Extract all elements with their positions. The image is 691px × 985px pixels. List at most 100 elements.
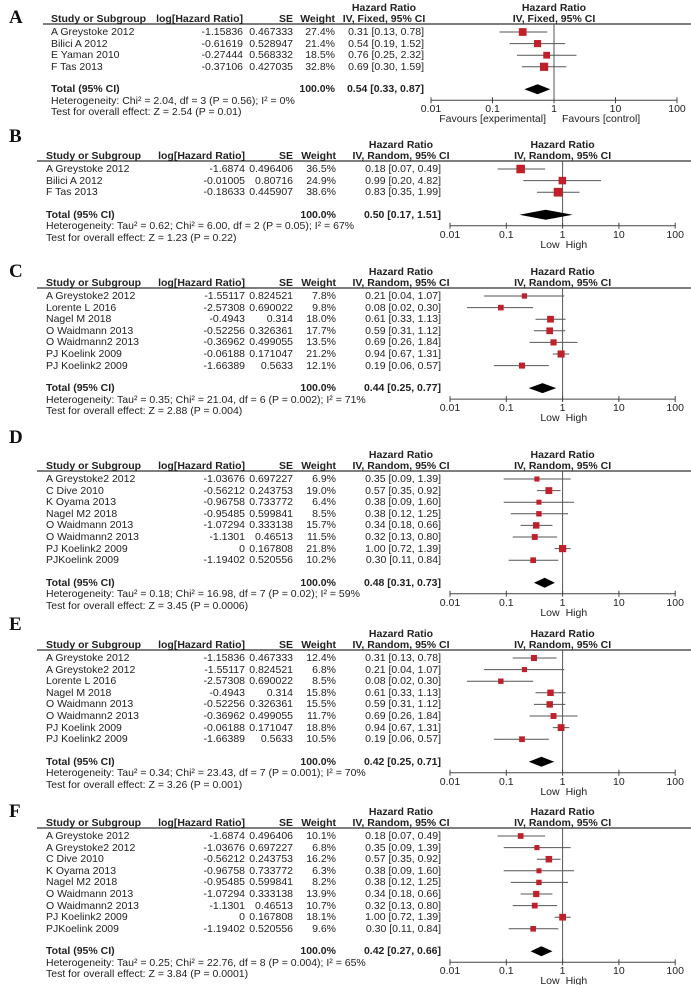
study-se: 0.5633 [260,359,293,372]
study-se: 0.733772 [249,864,293,877]
study-name: A Greystoke 2012 [46,830,130,842]
study-ci: 0.19 [0.06, 0.57] [365,359,441,372]
study-ci: 0.31 [0.13, 0.78] [365,652,441,664]
study-se: 0.314 [266,686,293,699]
study-name: Nagel M2 2018 [46,507,118,520]
study-weight: 6.8% [312,663,336,676]
study-se: 0.46513 [255,531,293,543]
x-tick-label: 10 [613,402,625,415]
x-tick-label: 1 [559,965,566,978]
study-se: 0.467333 [249,26,293,38]
x-tick-label: 100 [666,775,684,788]
panel-letter: D [9,427,23,448]
study-ci: 0.94 [0.67, 1.31] [365,721,441,734]
study-weight: 16.2% [306,853,336,866]
x-tick-label: 10 [609,103,622,116]
header-study: Study or Subgroup [51,13,147,25]
plot-header-hazard-ratio: Hazard Ratio [530,139,595,151]
study-point-square [518,28,527,36]
study-se: 0.445907 [249,186,293,199]
study-name: O Waidmann2 2013 [46,336,139,349]
study-ci: 0.76 [0.25, 2.32] [348,49,424,62]
study-ci: 0.69 [0.30, 1.59] [348,60,424,73]
study-ci: 0.35 [0.09, 1.39] [365,473,441,485]
study-log-hr: -1.6874 [209,163,245,175]
study-name: A Greystoke 2012 [51,26,135,38]
header-method: IV, Random, 95% CI [352,277,450,289]
study-se: 0.824521 [249,663,293,676]
total-diamond [528,756,555,767]
study-name: Nagel M 2018 [46,313,112,326]
heterogeneity-text: Heterogeneity: Chi² = 2.04, df = 3 (P = … [51,94,295,107]
x-tick-label: 1 [551,103,557,116]
study-log-hr: -0.56212 [203,484,245,497]
study-point-square [536,511,542,517]
study-name: PJ Koelink2 2009 [46,542,128,555]
study-log-hr: -1.07294 [203,519,245,532]
panel-letter: B [9,126,22,147]
study-ci: 0.38 [0.12, 1.25] [365,507,441,520]
study-se: 0.499055 [249,710,293,722]
study-se: 0.167808 [249,911,293,924]
study-log-hr: -0.37106 [201,60,243,73]
study-point-square [536,879,542,886]
heterogeneity-text: Heterogeneity: Tau² = 0.34; Chi² = 23.43… [46,767,366,780]
study-name: O Waidmann 2013 [46,698,134,711]
study-log-hr: -2.57308 [203,675,245,688]
study-log-hr: -0.36962 [203,336,245,349]
x-tick-label: 100 [666,596,684,609]
study-se: 0.733772 [249,496,293,509]
favours-left-label: Low [540,606,560,619]
x-tick-label: 0.1 [498,228,514,241]
study-name: A Greystoke 2012 [46,163,130,175]
study-se: 0.467333 [249,652,293,664]
study-log-hr: -0.95485 [203,507,245,520]
study-point-square [543,51,551,59]
total-ci: 0.54 [0.33, 0.87] [346,83,424,96]
study-log-hr: -0.4943 [209,686,245,699]
plot-header-hazard-ratio: Hazard Ratio [530,449,595,461]
header-se: SE [278,150,293,162]
x-tick-label: 0.1 [485,103,500,116]
study-name: PJ Koelink2 2009 [46,359,128,372]
study-weight: 18.8% [306,721,336,734]
study-se: 0.326361 [249,698,293,711]
total-weight: 100.0% [300,755,336,768]
study-name: PJ Koelink 2009 [46,348,122,360]
favours-right-label: High [565,412,588,425]
study-ci: 0.38 [0.09, 1.60] [365,864,441,877]
favours-right-label: Favours [control] [562,113,641,126]
study-ci: 0.57 [0.35, 0.92] [365,484,441,497]
study-ci: 0.59 [0.31, 1.12] [365,698,441,711]
x-tick-label: 1 [559,775,566,788]
overall-effect-text: Test for overall effect: Z = 2.88 (P = 0… [46,405,243,418]
study-weight: 10.2% [306,554,336,567]
study-point-square [559,545,567,553]
total-weight: 100.0% [300,208,336,221]
total-diamond [530,946,553,957]
header-weight: Weight [301,639,336,651]
study-name: Nagel M2 2018 [46,876,118,889]
heterogeneity-text: Heterogeneity: Tau² = 0.35; Chi² = 21.04… [46,393,366,406]
study-se: 0.690022 [249,301,293,314]
plot-header-method: IV, Random, 95% CI [514,150,612,162]
study-name: A Greystoke 2012 [46,652,130,664]
total-label: Total (95% CI) [51,83,120,96]
study-point-square [550,713,557,719]
panel-letter: F [9,801,21,822]
overall-effect-text: Test for overall effect: Z = 1.23 (P = 0… [46,231,237,244]
x-tick-label: 0.01 [420,103,442,116]
study-ci: 0.61 [0.33, 1.13] [365,313,441,326]
x-tick-label: 100 [666,965,684,978]
study-log-hr: -0.18633 [203,186,245,199]
overall-effect-text: Test for overall effect: Z = 2.54 (P = 0… [51,106,242,119]
study-se: 0.697227 [249,841,293,854]
study-weight: 36.5% [306,163,336,175]
study-point-square [531,902,538,909]
study-weight: 15.5% [306,698,336,711]
study-ci: 0.31 [0.13, 0.78] [348,26,424,38]
plot-header-method: IV, Fixed, 95% CI [512,13,596,25]
total-diamond [524,84,551,95]
study-name: Lorente L 2016 [46,301,117,314]
study-weight: 6.4% [312,496,336,509]
